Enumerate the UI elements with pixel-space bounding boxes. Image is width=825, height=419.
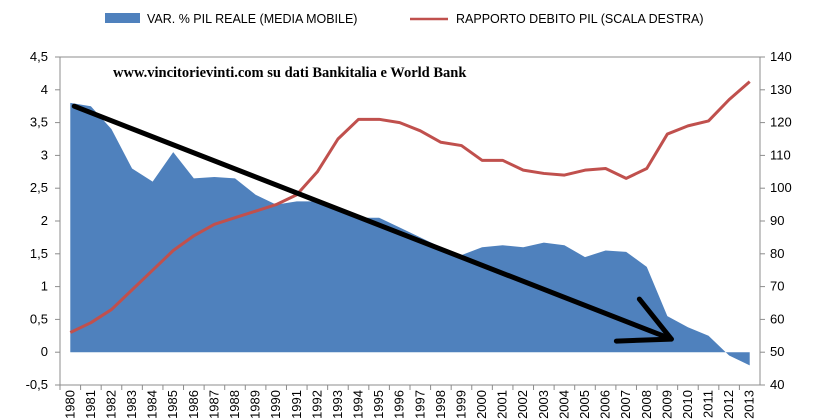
x-axis-tick-label: 1993 [330, 390, 345, 419]
x-axis-tick-label: 2011 [701, 390, 716, 418]
x-axis-tick-label: 2004 [556, 390, 571, 419]
plot-area: -0,5 0 0,5 1 1,5 2 2,5 3 3,5 4 4,5 40 50 60 70 80 90 100 1… [26, 49, 792, 419]
right-axis-tick-label: 50 [770, 344, 784, 359]
x-axis-tick-label: 1990 [268, 390, 283, 419]
x-axis-tick-label: 2013 [742, 390, 757, 419]
left-axis-tick-label: 4 [41, 82, 48, 97]
right-axis-tick-label: 60 [770, 311, 784, 326]
x-axis-tick-label: 1980 [62, 390, 77, 419]
x-axis-tick-label: 1989 [248, 390, 263, 419]
right-axis-tick-label: 80 [770, 246, 784, 261]
x-axis-tick-label: 1981 [83, 390, 98, 419]
debt-gdp-line-series [69, 80, 751, 334]
x-axis-tick-label: 2009 [659, 390, 674, 419]
left-axis-tick-label: 2 [41, 213, 48, 228]
left-axis-tick-label: 1 [41, 279, 48, 294]
right-axis-tick-label: 120 [770, 115, 792, 130]
x-axis-tick-label: 1985 [165, 390, 180, 419]
left-axis-tick-label: 3,5 [30, 115, 48, 130]
x-axis-tick-label: 1998 [433, 390, 448, 419]
right-axis-tick-label: 100 [770, 180, 792, 195]
right-axis-tick-label: 110 [770, 147, 791, 162]
left-axis-tick-label: 3 [41, 147, 48, 162]
x-axis-tick-label: 2003 [536, 390, 551, 419]
right-axis-tick-label: 130 [770, 82, 792, 97]
x-axis-tick-label: 2001 [495, 390, 510, 419]
left-axis-tick-label: -0,5 [26, 377, 48, 392]
left-axis-tick-label: 1,5 [30, 246, 48, 261]
legend: VAR. % PIL REALE (MEDIA MOBILE) RAPPORTO… [105, 12, 704, 26]
x-axis-tick-label: 1999 [453, 390, 468, 419]
x-axis-tick-label: 1984 [145, 390, 160, 419]
right-axis-tick-label: 40 [770, 377, 784, 392]
x-axis-tick-label: 2008 [639, 390, 654, 419]
right-axis-tick-label: 140 [770, 49, 792, 64]
left-axis-tick-label: 4,5 [30, 49, 48, 64]
legend-label-gdp: VAR. % PIL REALE (MEDIA MOBILE) [147, 12, 357, 26]
source-watermark: www.vincitorievinti.com su dati Bankital… [113, 65, 467, 81]
x-axis-tick-label: 2012 [721, 390, 736, 419]
legend-label-debt: RAPPORTO DEBITO PIL (SCALA DESTRA) [456, 12, 704, 26]
x-axis-tick-label: 1994 [351, 390, 366, 419]
x-axis-tick-label: 2006 [598, 390, 613, 419]
gdp-area-series [70, 102, 750, 366]
left-axis-tick-label: 0,5 [30, 311, 48, 326]
right-axis-tick-label: 90 [770, 213, 784, 228]
trend-arrow-head [613, 296, 674, 344]
x-axis-tick-label: 2000 [474, 390, 489, 419]
x-axis-tick-label: 1991 [289, 390, 304, 419]
x-axis-tick-label: 1992 [309, 390, 324, 419]
x-axis-tick-label: 1987 [206, 390, 221, 419]
legend-swatch-gdp [105, 13, 140, 23]
x-axis-tick-label: 2007 [618, 390, 633, 419]
x-axis-tick-label: 1983 [124, 390, 139, 419]
x-axis-tick-label: 1997 [412, 390, 427, 419]
x-axis-tick-label: 1995 [371, 390, 386, 419]
x-axis-tick-label: 2010 [680, 390, 695, 419]
right-axis-tick-label: 70 [770, 279, 784, 294]
left-axis-tick-label: 2,5 [30, 180, 48, 195]
x-axis-tick-label: 2005 [577, 390, 592, 419]
x-axis-tick-label: 1986 [186, 390, 201, 419]
x-axis-tick-label: 1988 [227, 390, 242, 419]
trend-arrow-shaft [71, 103, 674, 342]
x-axis-tick-label: 1996 [392, 390, 407, 419]
x-axis-tick-label: 1982 [103, 390, 118, 419]
x-axis-tick-label: 2002 [515, 390, 530, 419]
left-axis-tick-label: 0 [41, 344, 48, 359]
